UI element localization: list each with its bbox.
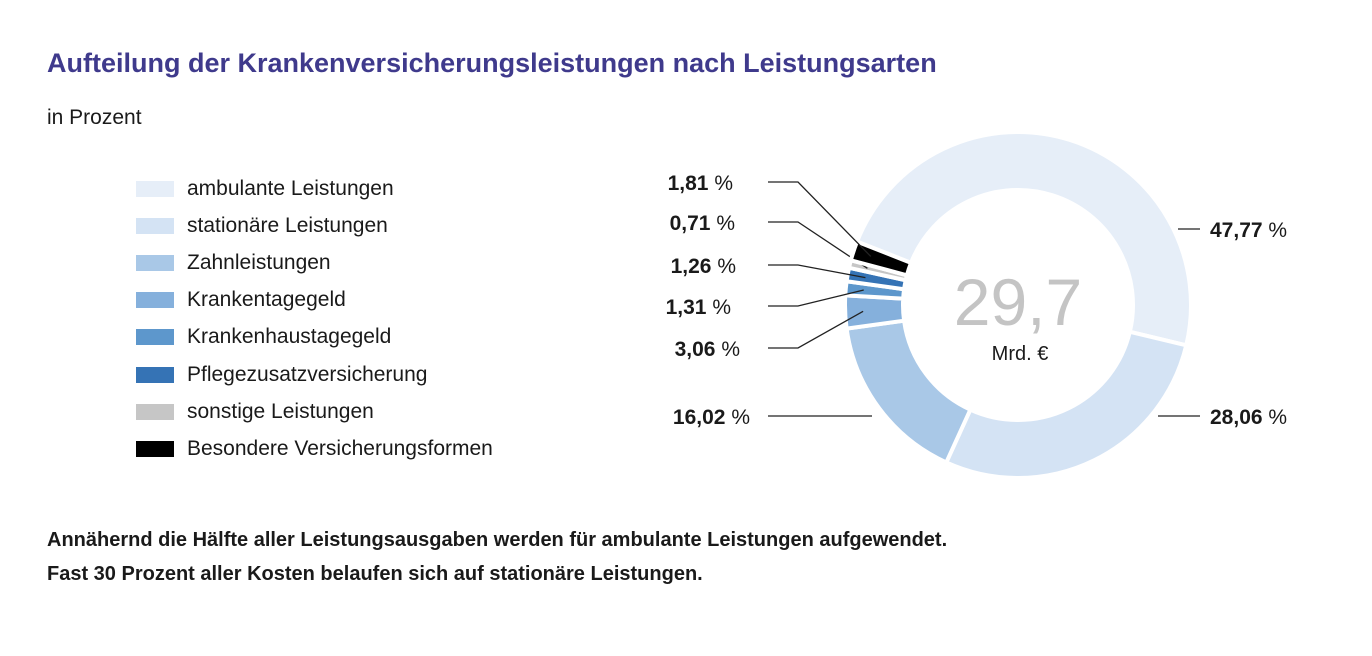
- legend-item: sonstige Leistungen: [136, 393, 493, 430]
- center-unit: Mrd. €: [992, 343, 1049, 365]
- chart-subtitle: in Prozent: [47, 106, 142, 129]
- footer-line-2: Fast 30 Prozent aller Kosten belaufen si…: [47, 563, 703, 585]
- legend-label: Zahnleistungen: [187, 250, 331, 274]
- legend-swatch: [136, 403, 174, 420]
- data-label: 0,71 %: [670, 212, 735, 235]
- leader-line: [768, 221, 868, 269]
- data-label: 1,31 %: [666, 296, 731, 319]
- data-label: 28,06 %: [1210, 406, 1287, 429]
- chart-title: Aufteilung der Krankenversicherungsleist…: [47, 48, 937, 78]
- donut-slice: [854, 130, 1193, 348]
- donut-slice: [844, 318, 973, 466]
- legend-swatch: [136, 180, 174, 197]
- leader-line: [768, 289, 864, 307]
- legend-item: stationäre Leistungen: [136, 207, 493, 244]
- legend-item: Pflegezusatzversicherung: [136, 356, 493, 393]
- donut-slice: [843, 293, 907, 331]
- data-label: 1,81 %: [668, 172, 733, 195]
- data-label: 1,26 %: [671, 255, 736, 278]
- legend-label: sonstige Leistungen: [187, 399, 374, 423]
- data-label: 16,02 %: [673, 406, 750, 429]
- legend-label: Krankentagegeld: [187, 288, 346, 312]
- donut-slice: [848, 239, 914, 278]
- legend-item: Zahnleistungen: [136, 244, 493, 281]
- leader-line: [768, 264, 866, 279]
- legend-item: Besondere Versicherungsformen: [136, 430, 493, 467]
- legend-label: Besondere Versicherungsformen: [187, 436, 493, 460]
- footer-line-1: Annähernd die Hälfte aller Leistungsausg…: [47, 529, 948, 551]
- data-label: 3,06 %: [675, 338, 740, 361]
- center-value: 29,7: [954, 265, 1082, 339]
- legend-label: ambulante Leistungen: [187, 176, 394, 200]
- data-label: 47,77 %: [1210, 219, 1287, 242]
- legend-swatch: [136, 440, 174, 457]
- legend-swatch: [136, 292, 174, 309]
- legend-item: Krankenhaustagegeld: [136, 319, 493, 356]
- leader-line: [768, 181, 872, 257]
- legend-swatch: [136, 254, 174, 271]
- legend-label: Pflegezusatzversicherung: [187, 362, 428, 386]
- legend-item: ambulante Leistungen: [136, 170, 493, 207]
- legend-swatch: [136, 329, 174, 346]
- footer-text: Annähernd die Hälfte aller Leistungsausg…: [47, 523, 947, 591]
- legend: ambulante Leistungen stationäre Leistunge…: [136, 170, 493, 468]
- donut-slice: [943, 329, 1189, 480]
- leader-line: [768, 310, 864, 349]
- legend-label: Krankenhaustagegeld: [187, 325, 392, 349]
- legend-swatch: [136, 217, 174, 234]
- legend-swatch: [136, 366, 174, 383]
- legend-label: stationäre Leistungen: [187, 213, 388, 237]
- legend-item: Krankentagegeld: [136, 282, 493, 319]
